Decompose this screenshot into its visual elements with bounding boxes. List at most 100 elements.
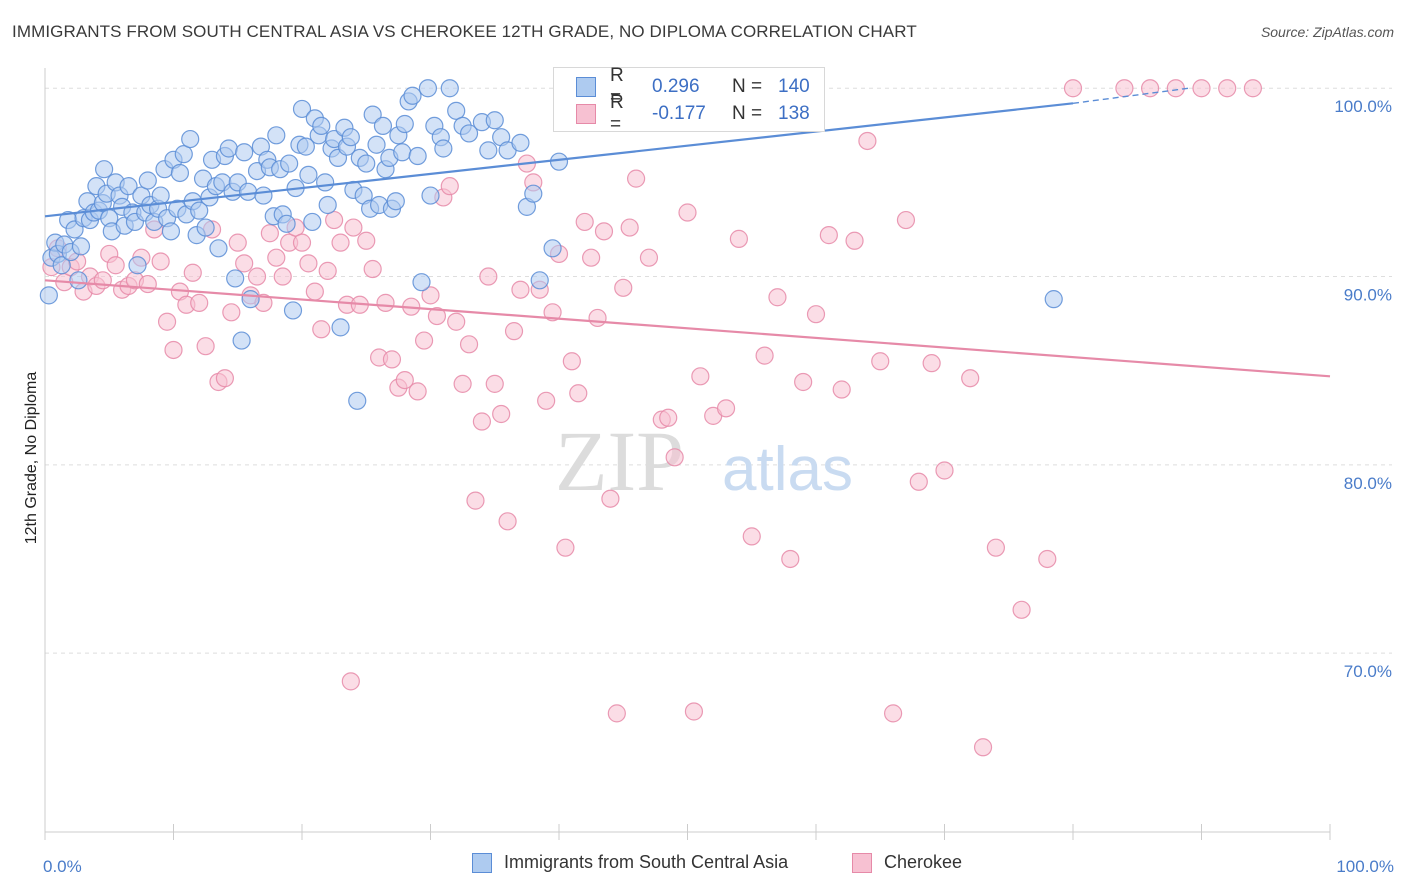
point-cherokee <box>537 391 556 410</box>
point-immigrants <box>318 195 337 215</box>
point-cherokee <box>607 704 626 723</box>
point-cherokee <box>485 374 504 393</box>
watermark: ZIP atlas <box>555 413 853 509</box>
point-cherokee <box>138 274 157 294</box>
point-cherokee <box>845 231 864 250</box>
point-immigrants <box>331 318 350 337</box>
point-immigrants <box>312 116 331 136</box>
point-cherokee <box>575 212 594 232</box>
point-immigrants <box>549 152 569 171</box>
point-cherokee <box>755 346 774 365</box>
legend-swatch-cherokee <box>852 852 872 873</box>
point-cherokee <box>742 527 761 546</box>
point-cherokee <box>665 448 684 467</box>
y-tick-label: 100.0% <box>1334 97 1392 116</box>
point-immigrants <box>52 256 71 275</box>
point-cherokee <box>504 322 524 341</box>
legend-swatch-cherokee <box>576 104 596 124</box>
point-immigrants <box>479 141 498 160</box>
point-immigrants <box>348 391 367 410</box>
point-cherokee <box>781 549 800 569</box>
point-cherokee <box>639 248 659 267</box>
point-immigrants <box>421 186 440 205</box>
point-cherokee <box>414 331 434 350</box>
trend-line-immigrants <box>44 102 1074 218</box>
legend-row-immigrants: R = 0.296 N = 140 <box>576 65 858 108</box>
point-cherokee <box>819 226 838 245</box>
point-immigrants <box>395 114 414 134</box>
point-immigrants <box>95 160 114 179</box>
point-immigrants <box>524 184 543 203</box>
point-cherokee <box>883 704 903 723</box>
legend-label-immigrants: Immigrants from South Central Asia <box>504 852 789 872</box>
point-immigrants <box>39 286 58 305</box>
y-axis-title: 12th Grade, No Diploma <box>23 372 40 545</box>
point-cherokee <box>459 335 479 354</box>
legend-n-value: 140 <box>778 76 810 97</box>
point-cherokee <box>935 461 954 480</box>
point-cherokee <box>973 738 993 757</box>
point-immigrants <box>277 214 296 233</box>
point-immigrants <box>69 271 88 290</box>
point-immigrants <box>119 177 138 196</box>
point-immigrants <box>241 290 260 309</box>
point-cherokee <box>183 263 202 282</box>
point-cherokee <box>768 288 787 307</box>
point-cherokee <box>299 254 318 273</box>
legend-item-immigrants: Immigrants from South Central Asia <box>472 852 788 873</box>
point-cherokee <box>196 337 215 356</box>
point-cherokee <box>421 286 440 305</box>
point-immigrants <box>316 173 335 192</box>
legend-row-cherokee: R = -0.177 N = 138 <box>576 92 858 135</box>
legend-swatch-immigrants <box>472 852 492 873</box>
point-cherokee <box>1218 79 1237 98</box>
point-immigrants <box>511 133 530 152</box>
point-immigrants <box>209 239 228 258</box>
point-cherokee <box>1166 79 1185 98</box>
point-immigrants <box>530 271 549 290</box>
point-immigrants <box>357 154 376 173</box>
point-cherokee <box>440 177 459 196</box>
point-immigrants <box>254 186 273 205</box>
legend-r-label: R = <box>610 65 624 108</box>
point-cherokee <box>806 305 826 324</box>
point-immigrants <box>1044 290 1063 309</box>
point-immigrants <box>235 143 254 162</box>
point-cherokee <box>305 282 324 301</box>
point-immigrants <box>174 145 193 164</box>
point-immigrants <box>280 154 299 173</box>
point-cherokee <box>273 267 292 286</box>
chart-title: IMMIGRANTS FROM SOUTH CENTRAL ASIA VS CH… <box>12 22 917 41</box>
point-immigrants <box>196 218 215 237</box>
point-immigrants <box>296 137 315 156</box>
point-cherokee <box>247 267 267 286</box>
point-cherokee <box>729 229 749 248</box>
point-cherokee <box>556 538 575 557</box>
point-cherokee <box>858 131 877 151</box>
point-cherokee <box>832 380 851 399</box>
point-immigrants <box>128 256 147 275</box>
point-cherokee <box>267 248 286 267</box>
point-cherokee <box>492 404 511 424</box>
point-cherokee <box>157 312 177 331</box>
point-cherokee <box>986 538 1006 557</box>
point-immigrants <box>363 105 382 124</box>
point-cherokee <box>93 271 112 290</box>
point-cherokee <box>794 372 813 392</box>
point-cherokee <box>190 293 209 312</box>
point-cherokee <box>620 218 639 237</box>
point-immigrants <box>459 124 479 143</box>
watermark-atlas: atlas <box>722 435 853 504</box>
legend-r-label: R = <box>610 92 624 135</box>
trend-lines <box>44 87 1331 378</box>
point-immigrants <box>238 182 258 201</box>
point-cherokee <box>601 489 620 508</box>
point-cherokee <box>716 399 736 418</box>
legend-n-label: N = <box>732 76 763 97</box>
point-immigrants <box>303 212 322 232</box>
point-immigrants <box>434 139 453 158</box>
point-cherokee <box>408 382 427 401</box>
point-cherokee <box>341 672 360 691</box>
point-cherokee <box>1038 549 1057 569</box>
point-cherokee <box>318 261 337 280</box>
